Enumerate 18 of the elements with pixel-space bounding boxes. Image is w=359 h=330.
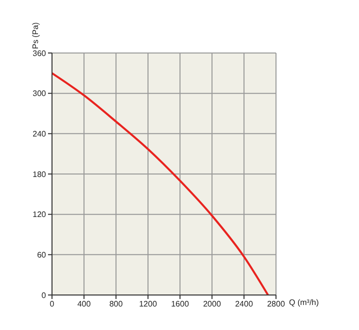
y-tick-label: 360 (32, 48, 47, 58)
x-tick-label: 2400 (235, 300, 254, 309)
x-tick-label: 0 (50, 300, 55, 309)
y-tick-label: 180 (32, 170, 47, 179)
y-tick-label: 240 (32, 130, 47, 139)
y-tick-label: 300 (32, 89, 47, 98)
y-axis-title: Ps (Pa) (31, 22, 40, 49)
x-tick-label: 1600 (171, 300, 190, 309)
x-tick-label: 800 (109, 300, 124, 309)
y-tick-label: 60 (37, 250, 47, 260)
x-axis-title: Q (m³/h) (289, 298, 320, 307)
y-tick-label: 0 (42, 290, 47, 300)
line-series (52, 72, 269, 295)
x-tick-label: 400 (77, 300, 92, 309)
x-tick-label: 2800 (267, 300, 286, 309)
x-tick-label: 2000 (203, 300, 222, 309)
y-tick-label: 120 (32, 210, 47, 220)
x-tick-label: 1200 (139, 300, 158, 309)
